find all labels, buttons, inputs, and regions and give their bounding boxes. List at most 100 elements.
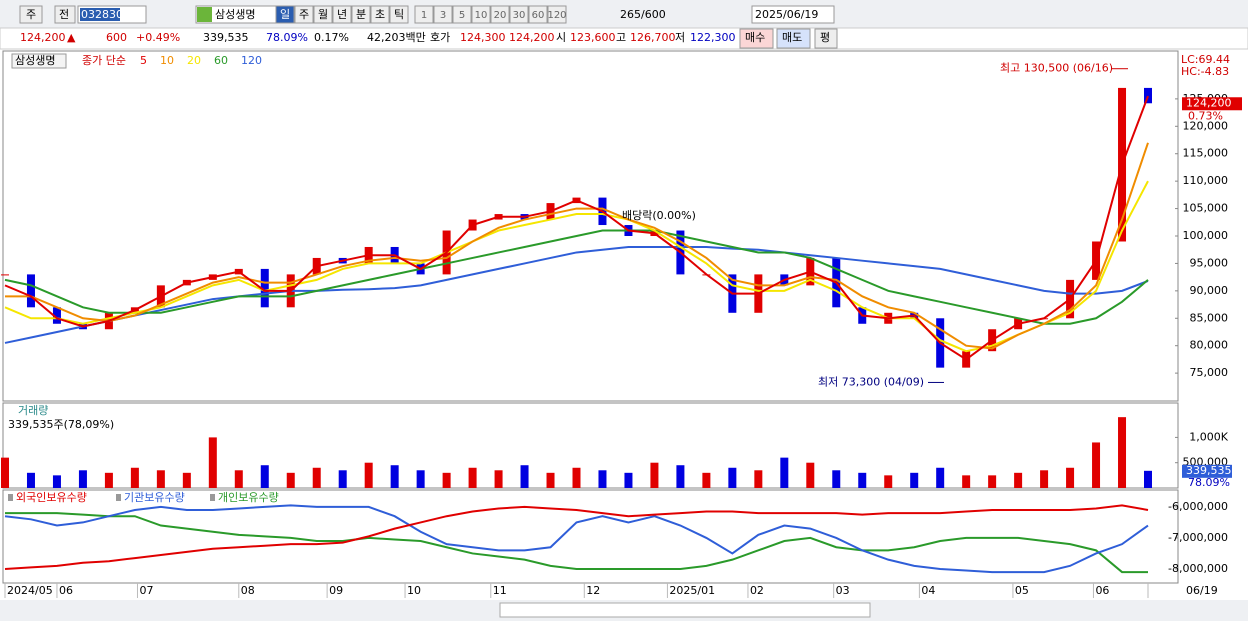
line	[4, 504, 1149, 574]
volume-bar	[234, 470, 243, 488]
legend-entry: 10	[160, 54, 174, 67]
y-tick-label: -7,000,000	[1168, 531, 1228, 544]
count: 265	[620, 8, 641, 21]
interval-btn[interactable]	[471, 5, 491, 24]
interval: 1	[421, 10, 427, 21]
compare-btn[interactable]	[54, 5, 76, 24]
unit-select[interactable]	[19, 5, 43, 24]
volume-bar	[52, 475, 61, 488]
y-tick-label: 80,000	[1190, 339, 1229, 352]
line	[4, 95, 1149, 361]
sell: 매도	[782, 31, 802, 44]
volume-bar	[104, 472, 113, 488]
volume-title: 거래량	[18, 404, 48, 417]
dividend-annotation: 배당락(0.00%)	[622, 209, 696, 222]
volume-bar	[468, 467, 477, 488]
avg: 평	[820, 31, 830, 44]
high-label: 고	[616, 31, 626, 44]
x-tick-label: 03	[836, 584, 850, 597]
buy-btn[interactable]	[739, 28, 774, 49]
volume-bar	[26, 472, 35, 488]
last-pct: 0.73%	[1188, 109, 1223, 122]
legend-title: 종가 단순	[82, 54, 126, 67]
last-volume: 339,535	[1186, 464, 1232, 477]
volume-bar	[494, 470, 503, 488]
volume-bar	[624, 472, 633, 488]
x-tick-label: 2024/05	[7, 584, 53, 597]
legend-entry: 60	[214, 54, 228, 67]
interval-btn[interactable]	[414, 5, 434, 24]
volume-bar	[936, 467, 945, 488]
period-btn[interactable]	[370, 5, 390, 24]
period-btn[interactable]	[294, 5, 314, 24]
ask-label: 호가	[430, 31, 450, 44]
interval: 3	[440, 10, 446, 21]
interval: 10	[475, 10, 488, 21]
legend-swatch	[116, 494, 121, 501]
x-tick-label: 12	[586, 584, 600, 597]
interval-btn[interactable]	[433, 5, 453, 24]
interval-btn[interactable]	[547, 5, 567, 24]
open: 123,600	[570, 31, 616, 44]
volume-subtitle: 339,535주(78,09%)	[8, 418, 114, 431]
interval-btn[interactable]	[490, 5, 510, 24]
period-btn[interactable]	[313, 5, 333, 24]
period-btn[interactable]	[351, 5, 371, 24]
interval: 20	[494, 10, 507, 21]
period: 주	[299, 8, 309, 21]
x-tick-label: 11	[493, 584, 507, 597]
period-btn[interactable]	[389, 5, 409, 24]
avg-btn[interactable]	[814, 28, 838, 49]
legend-box	[11, 53, 67, 69]
x-tick-label: 05	[1015, 584, 1029, 597]
price-panel	[2, 50, 1179, 402]
volume-bar	[156, 470, 165, 488]
holdings-panel	[2, 489, 1179, 584]
legend-entry: 20	[187, 54, 201, 67]
legend-entry: 외국인보유수량	[16, 491, 87, 504]
period-btn[interactable]	[275, 5, 295, 24]
period: 틱	[394, 8, 404, 21]
compare: 전	[59, 8, 69, 21]
interval-btn[interactable]	[509, 5, 529, 24]
volume-bar	[130, 467, 139, 488]
volume-bar	[520, 465, 529, 488]
y-tick-label: 115,000	[1183, 147, 1229, 160]
interval-btn[interactable]	[528, 5, 548, 24]
volume-pct: 78.09%	[266, 31, 308, 44]
period-btn[interactable]	[332, 5, 352, 24]
volume-bar	[884, 475, 893, 488]
y-tick-label: 105,000	[1183, 202, 1229, 215]
line	[5, 142, 1149, 350]
quote-bar	[0, 27, 1248, 50]
legend-entry: 5	[140, 54, 147, 67]
date-box[interactable]	[751, 5, 835, 24]
scroll-thumb[interactable]	[499, 602, 871, 618]
y-tick-label: 95,000	[1190, 256, 1229, 269]
volume-bar	[858, 472, 867, 488]
volume-bar	[988, 475, 997, 488]
x-tick-label: 07	[139, 584, 153, 597]
line	[4, 245, 1149, 344]
volume-bar	[1118, 417, 1127, 488]
volume-bar	[1, 457, 9, 488]
volume-bar	[598, 470, 607, 488]
volume-bar	[442, 472, 451, 488]
period: 분	[356, 8, 366, 21]
y-tick-label: 1,000K	[1189, 430, 1228, 443]
max: /600	[641, 8, 666, 21]
stock-name: 삼성생명	[215, 8, 255, 21]
candle	[26, 274, 35, 308]
sell-btn[interactable]	[776, 28, 811, 49]
candle	[1, 274, 9, 276]
volume-bar	[676, 465, 685, 488]
volume-bar	[390, 465, 399, 488]
code: 032830	[81, 8, 123, 21]
amount: 42,203백만	[367, 31, 426, 44]
interval-btn[interactable]	[452, 5, 472, 24]
volume-panel	[2, 402, 1179, 489]
y-tick-label: 100,000	[1183, 229, 1229, 242]
last-price-tag	[1182, 97, 1242, 111]
